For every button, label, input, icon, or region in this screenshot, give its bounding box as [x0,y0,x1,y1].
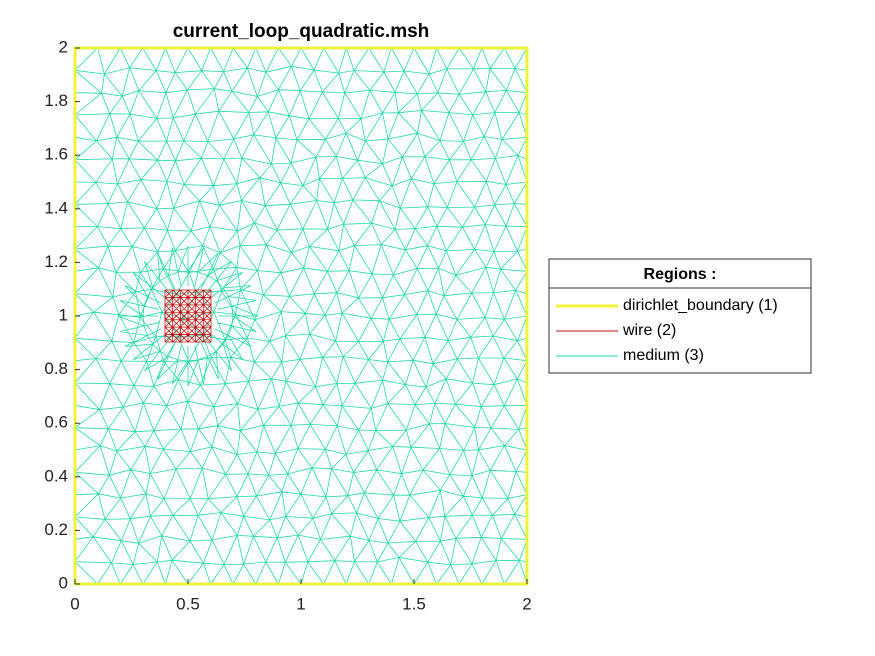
medium-mesh [75,48,527,584]
y-tick-label: 1.6 [44,145,68,164]
y-tick-label: 0.4 [44,466,68,485]
x-tick-label: 1.5 [402,594,426,613]
y-tick-label: 0.2 [44,520,68,539]
legend-title: Regions : [644,266,717,283]
mesh [75,48,527,584]
y-tick-label: 1.4 [44,198,68,217]
legend-label: wire (2) [622,322,676,339]
y-tick-label: 0.6 [44,413,68,432]
legend-box [548,258,812,374]
x-tick-label: 2 [522,594,531,613]
y-tick-label: 0.8 [44,359,68,378]
wire-mesh [164,289,212,343]
y-tick-label: 1.2 [44,252,68,271]
x-tick-label: 1 [296,594,305,613]
chart-title: current_loop_quadratic.msh [173,21,430,42]
y-tick-label: 2 [59,37,68,56]
y-tick-label: 1 [59,305,68,324]
x-tick-label: 0.5 [176,594,200,613]
x-tick-label: 0 [70,594,79,613]
legend-label: dirichlet_boundary (1) [623,297,778,314]
legend-label: medium (3) [623,347,704,364]
y-tick-label: 1.8 [44,91,68,110]
y-tick-label: 0 [59,573,68,592]
